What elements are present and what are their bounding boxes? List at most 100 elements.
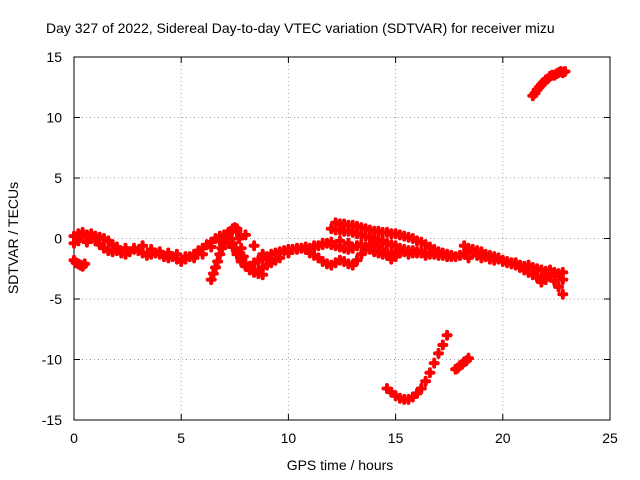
data-point — [104, 247, 112, 255]
data-point — [383, 239, 391, 247]
data-point — [212, 264, 219, 271]
series-arc-7-9h — [222, 237, 281, 277]
data-point — [190, 254, 198, 262]
data-point — [314, 254, 322, 262]
x-tick-label: 25 — [602, 430, 618, 446]
data-point — [473, 247, 481, 255]
data-point — [177, 258, 185, 265]
data-point — [460, 242, 468, 250]
data-point — [531, 89, 539, 97]
y-tick-label: -15 — [42, 412, 62, 428]
data-point — [164, 249, 172, 257]
series-upper-track-b — [325, 223, 432, 259]
data-point — [353, 242, 361, 250]
data-point — [349, 261, 357, 269]
data-point — [417, 385, 425, 392]
data-point — [383, 385, 391, 392]
data-point — [387, 388, 395, 396]
axis-tick-labels: 0 5 10 15 20 25 -15 -10 -5 0 5 10 15 — [42, 49, 618, 446]
data-point — [537, 278, 545, 286]
data-point — [267, 259, 275, 267]
data-point — [214, 258, 222, 265]
data-point — [327, 238, 335, 246]
data-point — [87, 230, 95, 238]
data-point — [336, 256, 344, 264]
data-point — [443, 250, 451, 258]
data-point — [353, 256, 361, 264]
x-tick-label: 10 — [281, 430, 297, 446]
data-point — [147, 245, 155, 253]
y-tick-label: 5 — [54, 170, 62, 186]
data-point — [209, 270, 217, 278]
data-point — [495, 254, 502, 262]
data-point — [447, 251, 455, 259]
data-point — [426, 243, 434, 251]
data-point — [293, 245, 301, 253]
data-point — [430, 245, 438, 253]
data-point — [366, 233, 374, 241]
x-tick-label: 5 — [177, 430, 185, 446]
series-top-right — [527, 66, 571, 102]
data-point — [417, 238, 425, 246]
data-point — [542, 276, 550, 284]
data-point — [233, 250, 241, 258]
data-point — [529, 268, 537, 276]
data-point — [370, 248, 378, 256]
data-point — [413, 237, 421, 245]
data-point — [242, 262, 249, 270]
x-axis-label: GPS time / hours — [287, 457, 394, 473]
data-point — [259, 264, 267, 271]
data-point — [83, 231, 91, 239]
data-point — [70, 232, 78, 240]
data-point — [235, 235, 243, 242]
data-point — [323, 260, 331, 268]
data-point — [465, 354, 472, 362]
chart-title: Day 327 of 2022, Sidereal Day-to-day VTE… — [46, 20, 555, 36]
data-point — [332, 259, 340, 267]
data-point — [383, 251, 391, 259]
data-point — [327, 261, 335, 269]
data-point — [340, 258, 348, 265]
data-point — [319, 258, 327, 265]
data-point — [207, 243, 215, 251]
data-point — [555, 272, 562, 280]
data-point — [310, 242, 318, 250]
data-point — [512, 261, 520, 269]
data-point — [224, 239, 232, 247]
series-upper-track — [330, 217, 457, 261]
data-point — [91, 232, 99, 240]
data-point — [306, 249, 314, 257]
data-point — [139, 242, 147, 250]
data-point — [392, 253, 400, 261]
data-point — [465, 254, 472, 262]
data-point — [422, 249, 430, 257]
y-axis-label: SDTVAR / TECUs — [5, 182, 21, 294]
y-tick-label: 10 — [46, 110, 62, 126]
data-point — [443, 331, 451, 339]
data-point — [555, 283, 562, 291]
data-point — [344, 239, 352, 247]
data-point — [482, 250, 490, 258]
data-point — [224, 231, 232, 239]
data-point — [409, 247, 417, 255]
data-point — [357, 231, 365, 239]
data-point — [130, 245, 138, 253]
data-point — [362, 232, 370, 240]
data-point — [486, 251, 494, 259]
data-point — [109, 241, 117, 249]
y-tick-label: 0 — [54, 231, 62, 247]
data-point — [426, 369, 434, 377]
data-point — [507, 259, 515, 267]
data-point — [362, 244, 370, 252]
series-late-drop — [523, 262, 569, 300]
data-point — [340, 244, 348, 252]
data-point — [272, 256, 279, 264]
data-point — [74, 230, 82, 238]
data-point — [143, 251, 151, 259]
data-point — [231, 224, 239, 232]
y-tick-label: -5 — [50, 291, 63, 307]
data-point — [417, 248, 425, 256]
data-point — [218, 244, 226, 252]
data-point — [81, 260, 89, 268]
